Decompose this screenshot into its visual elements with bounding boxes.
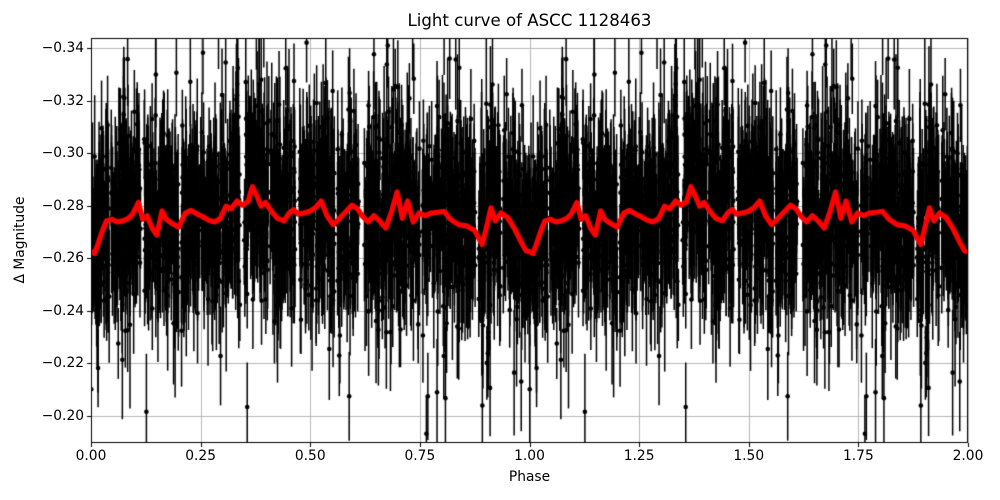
chart-title: Light curve of ASCC 1128463 bbox=[407, 11, 652, 30]
x-tick-label: 1.25 bbox=[623, 448, 655, 464]
x-tick-label: 1.00 bbox=[514, 448, 545, 464]
x-tick-label: 2.00 bbox=[952, 448, 984, 464]
x-tick-label: 1.50 bbox=[733, 448, 765, 464]
x-tick-label: 0.75 bbox=[404, 448, 436, 464]
y-tick-label: −0.32 bbox=[41, 92, 84, 109]
y-tick-label: −0.30 bbox=[41, 145, 84, 162]
y-tick-label: −0.20 bbox=[41, 407, 84, 424]
x-tick-label: 0.00 bbox=[75, 448, 107, 464]
y-tick-label: −0.22 bbox=[41, 355, 84, 372]
y-tick-label: −0.34 bbox=[41, 39, 84, 56]
x-axis-label: Phase bbox=[508, 469, 551, 485]
y-tick-label: −0.28 bbox=[41, 197, 84, 214]
x-tick-label: 0.25 bbox=[185, 448, 216, 464]
y-tick-label: −0.26 bbox=[41, 250, 84, 267]
x-tick-label: 1.75 bbox=[843, 448, 874, 464]
x-tick-label: 0.50 bbox=[294, 448, 326, 464]
y-tick-label: −0.24 bbox=[41, 302, 84, 319]
